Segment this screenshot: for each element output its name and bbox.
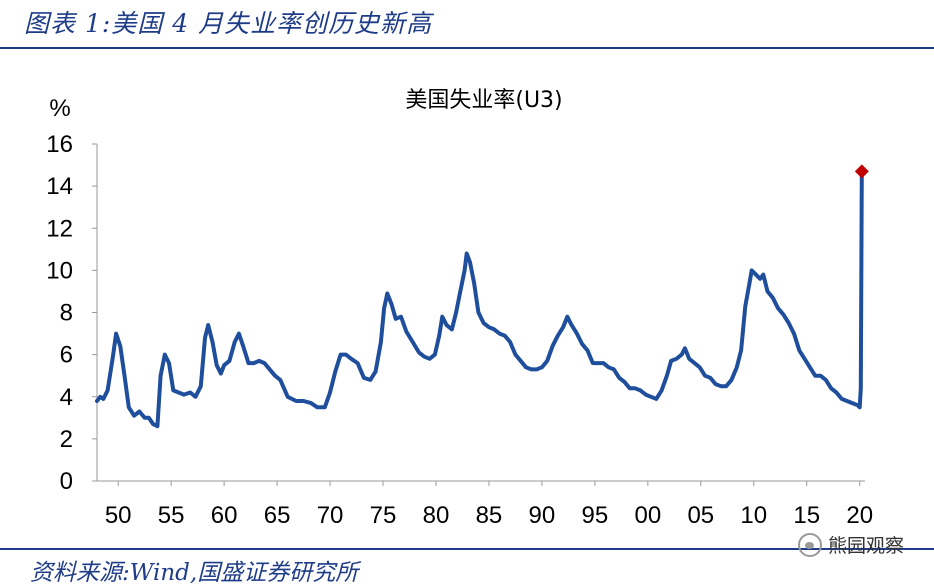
figure-title: 图表 1:美国 4 月失业率创历史新高 xyxy=(24,9,433,38)
y-axis-unit: % xyxy=(49,95,70,122)
x-tick-label: 95 xyxy=(582,502,609,529)
top-rule xyxy=(0,47,934,49)
x-tick-label: 15 xyxy=(793,502,820,529)
chart-title: 美国失业率(U3) xyxy=(405,88,562,113)
watermark: 熊园观察 xyxy=(797,531,904,558)
x-tick-label: 70 xyxy=(317,502,344,529)
x-tick-label: 85 xyxy=(476,502,503,529)
x-tick-label: 80 xyxy=(423,502,450,529)
y-tick-label: 14 xyxy=(46,173,73,200)
x-tick-label: 05 xyxy=(687,502,714,529)
y-tick-label: 6 xyxy=(60,342,73,369)
x-tick-label: 65 xyxy=(264,502,291,529)
y-tick-label: 10 xyxy=(46,257,73,284)
series-line-0 xyxy=(95,169,864,429)
source-note: 资料来源:Wind,国盛证券研究所 xyxy=(30,560,359,586)
x-tick-label: 75 xyxy=(370,502,397,529)
y-tick-label: 0 xyxy=(60,468,73,495)
x-tick-label: 10 xyxy=(740,502,767,529)
y-tick-label: 16 xyxy=(46,131,73,158)
y-tick-label: 12 xyxy=(46,215,73,242)
x-tick-label: 20 xyxy=(846,502,873,529)
x-tick-label: 55 xyxy=(158,502,185,529)
x-tick-label: 50 xyxy=(105,502,132,529)
unemployment-line-chart: 美国失业率(U3) % 0 2 4 6 8 10 12 14 16 50 55 60 65 70 75 80 8… xyxy=(46,88,873,529)
watermark-text: 熊园观察 xyxy=(827,535,904,557)
y-tick-label: 4 xyxy=(60,384,73,411)
x-tick-label: 00 xyxy=(634,502,661,529)
y-tick-label: 2 xyxy=(60,426,73,453)
latest-value-marker xyxy=(854,164,869,179)
x-tick-label: 90 xyxy=(529,502,556,529)
wechat-icon xyxy=(797,532,822,557)
x-tick-label: 60 xyxy=(211,502,238,529)
bottom-rule xyxy=(0,548,934,550)
axes: 0 2 4 6 8 10 12 14 16 50 55 60 65 70 75 80 85 90 95 00 05 10 1… xyxy=(46,131,873,529)
plot-area xyxy=(95,164,869,429)
y-tick-label: 8 xyxy=(60,300,73,327)
